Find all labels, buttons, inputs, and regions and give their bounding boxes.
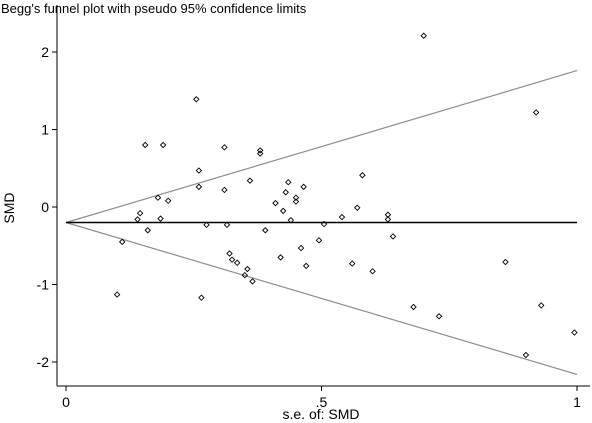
data-point <box>226 250 233 257</box>
data-points <box>113 32 578 359</box>
data-point <box>249 278 256 285</box>
data-point <box>359 171 366 179</box>
data-point <box>315 237 323 244</box>
x-tick-label: 1 <box>573 394 581 410</box>
data-point <box>221 186 228 194</box>
data-point <box>141 141 149 149</box>
y-axis-label: SMD <box>1 192 17 223</box>
data-point <box>532 109 540 116</box>
y-tick-label: -2 <box>37 354 50 370</box>
data-point <box>300 183 307 191</box>
data-point <box>118 238 126 246</box>
data-point <box>282 189 289 196</box>
data-point <box>164 197 172 205</box>
data-point <box>136 209 144 217</box>
y-tick-label: -1 <box>37 277 50 293</box>
data-point <box>154 194 162 201</box>
data-point <box>157 215 164 222</box>
data-point <box>195 183 203 191</box>
upper-confidence-limit <box>65 70 578 224</box>
data-point <box>537 302 545 309</box>
x-axis-label: s.e. of: SMD <box>282 406 359 422</box>
data-point <box>285 178 292 186</box>
data-point <box>279 207 287 215</box>
data-point <box>233 259 241 267</box>
data-point <box>198 294 205 301</box>
data-point <box>262 227 269 234</box>
data-point <box>134 216 141 223</box>
data-point <box>292 198 300 205</box>
x-tick-label: 0 <box>62 394 70 410</box>
data-point <box>435 313 443 320</box>
data-point <box>369 268 376 275</box>
data-point <box>320 220 328 228</box>
data-point <box>354 204 361 212</box>
x-axis-ticks: 0.5 1 <box>62 386 581 410</box>
data-point <box>195 167 203 174</box>
x-tick-label: .5 <box>316 394 328 410</box>
lower-confidence-limit <box>65 221 578 375</box>
data-point <box>292 194 300 201</box>
data-point <box>159 141 167 149</box>
y-axis-ticks: -2 -1 0 1 2 <box>37 44 57 370</box>
data-point <box>384 216 392 223</box>
data-point <box>256 150 264 157</box>
y-tick-label: 0 <box>41 199 49 215</box>
data-point <box>302 262 310 270</box>
data-point <box>272 199 279 207</box>
data-point <box>277 254 284 261</box>
data-point <box>348 260 356 267</box>
data-point <box>203 221 210 229</box>
data-point <box>228 256 236 263</box>
data-point <box>389 233 397 240</box>
chart-title: Begg's funnel plot with pseudo 95% confi… <box>1 1 307 16</box>
data-point <box>420 32 427 39</box>
data-point <box>221 144 228 151</box>
data-point <box>410 303 417 311</box>
data-point <box>144 227 151 234</box>
data-point <box>522 351 530 359</box>
data-point <box>297 244 305 252</box>
data-point <box>256 147 264 154</box>
data-point <box>338 213 346 221</box>
data-point <box>223 221 231 229</box>
data-point <box>571 329 578 336</box>
data-point <box>241 271 249 279</box>
data-point <box>502 258 509 266</box>
data-point <box>113 291 121 298</box>
data-point <box>244 265 251 273</box>
y-tick-label: 2 <box>41 44 49 60</box>
data-point <box>246 177 254 184</box>
data-point <box>193 96 200 103</box>
data-point <box>287 216 295 224</box>
y-tick-label: 1 <box>41 122 49 138</box>
